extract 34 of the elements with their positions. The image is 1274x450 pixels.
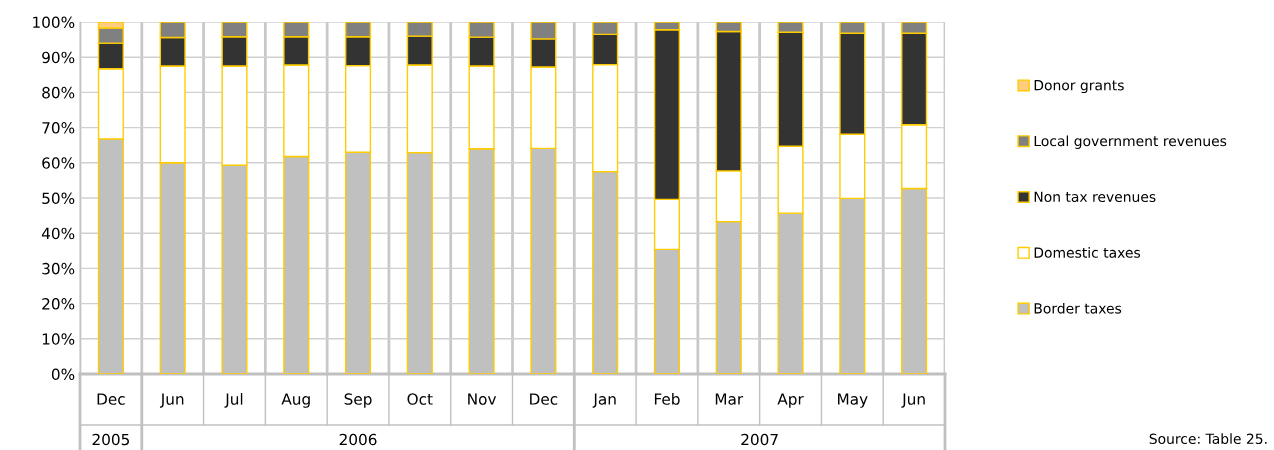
y-tick-label: 0% [51,368,75,381]
x-tick-label: Nov [468,393,497,405]
x-tick-label: Jan [592,393,616,408]
source-note: Source: Table 25. [1149,433,1267,445]
y-tick-label: 60% [42,157,75,169]
x-tick-label: Sep [344,393,372,408]
x-tick-label: Dec [97,393,125,405]
y-tick-label: 90% [42,51,75,64]
x-tick-label: Mar [715,393,744,405]
y-tick-label: 40% [41,227,75,240]
legend-label: Border taxes [1034,302,1122,314]
x-tick-label: Dec [530,393,558,405]
x-tick-label: Apr [777,393,804,408]
text: 2006 [339,433,377,446]
y-tick-label: 10% [42,333,75,345]
y-tick-label: 30% [42,262,75,275]
x-tick-label: Jun [901,393,925,408]
x-tick-label: Oct [407,393,433,405]
x-tick-label: May [838,393,868,408]
legend-label: Domestic taxes [1034,247,1141,258]
x-tick-label: Aug [281,393,310,408]
text: 2007 [741,433,778,446]
x-tick-label: Feb [654,393,680,405]
legend-label: Local government revenues [1034,135,1227,149]
legend-label: Non tax revenues [1034,191,1156,203]
x-tick-label: Jun [159,393,184,408]
y-tick-label: 70% [42,122,75,134]
text: 2005 [92,433,129,446]
y-tick-label: 80% [42,86,75,99]
y-tick-label: 100% [33,16,75,29]
x-tick-label: Jul [224,393,243,408]
y-tick-label: 20% [42,298,75,310]
legend-label: Donor grants [1034,80,1124,94]
y-tick-label: 50% [42,192,75,205]
